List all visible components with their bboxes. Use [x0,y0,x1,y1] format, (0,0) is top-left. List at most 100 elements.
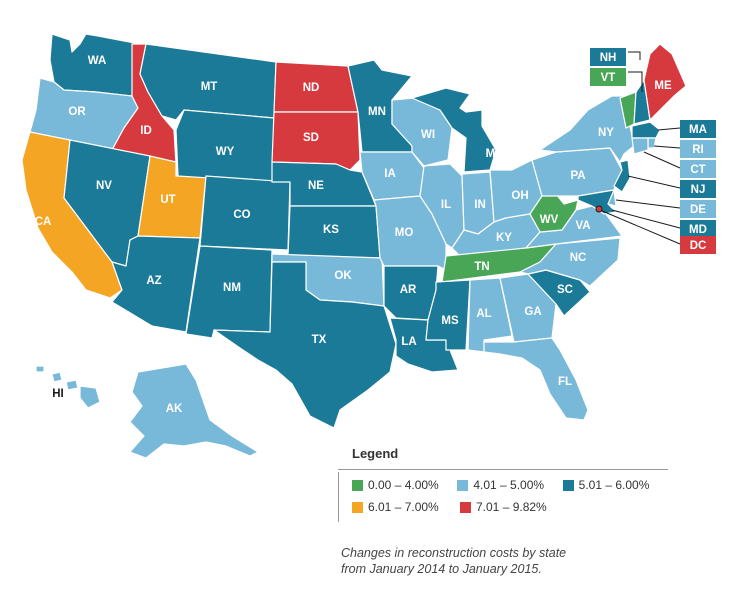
state-NC[interactable] [519,237,621,287]
legend-row-1: 0.00 – 4.00% 4.01 – 5.00% 5.01 – 6.00% [352,478,668,492]
label-IA: IA [384,168,396,180]
state-TX[interactable] [213,261,397,429]
state-MS[interactable] [425,279,471,351]
label-WV: WV [540,214,559,226]
legend-row-2: 6.01 – 7.00% 7.01 – 9.82% [352,500,668,514]
label-TN: TN [474,261,489,273]
legend-swatch [562,479,574,491]
callout-RI[interactable]: RI [680,140,716,158]
label-AR: AR [400,284,417,296]
label-NE: NE [308,180,324,192]
callout-NJ-label: NJ [691,184,706,196]
label-VA: VA [575,220,590,232]
legend-item-bin1: 0.00 – 4.00% [352,478,457,492]
legend-swatch [352,501,363,513]
caption-line-2: from January 2014 to January 2015. [341,562,542,576]
legend-title: Legend [352,446,399,461]
state-AK[interactable] [129,363,259,459]
label-OH: OH [511,190,528,202]
map-caption: Changes in reconstruction costs by state… [341,545,671,577]
caption-line-1: Changes in reconstruction costs by state [341,546,567,560]
label-MS: MS [441,315,459,327]
state-GA[interactable] [499,273,557,343]
label-IL: IL [441,199,451,211]
callout-MA[interactable]: MA [680,120,716,138]
label-MO: MO [395,227,414,239]
label-PA: PA [570,170,585,182]
label-OK: OK [334,270,352,282]
state-MI[interactable] [411,87,497,173]
legend-label: 7.01 – 9.82% [476,500,547,514]
label-AL: AL [476,308,491,320]
state-MD[interactable] [577,189,617,215]
label-FL: FL [558,376,572,388]
legend-item-bin3: 5.01 – 6.00% [562,478,668,492]
callout-CT[interactable]: CT [680,160,716,178]
legend-side-rule [338,472,339,522]
callout-RI-label: RI [692,144,704,156]
label-ID: ID [140,125,152,137]
legend-swatch [352,479,363,491]
state-AZ[interactable] [111,235,201,333]
label-ND: ND [303,82,320,94]
callout-MD-label: MD [689,224,707,236]
legend-swatch [457,479,469,491]
callout-NH-label: NH [600,52,617,64]
state-HI[interactable] [35,365,101,409]
label-KS: KS [323,224,339,236]
label-NM: NM [223,282,241,294]
label-HI: HI [52,388,64,400]
label-WI: WI [421,129,435,141]
legend-item-bin5: 7.01 – 9.82% [460,500,568,514]
label-CA: CA [35,216,52,228]
label-KY: KY [496,232,512,244]
label-NC: NC [570,252,587,264]
label-UT: UT [160,194,175,206]
legend-label: 4.01 – 5.00% [473,478,545,492]
callout-VT[interactable]: VT [590,68,626,86]
label-MI: MI [486,148,499,160]
state-CT[interactable] [631,137,649,155]
legend: Legend 0.00 – 4.00% 4.01 – 5.00% 5.01 – … [338,446,668,522]
callout-VT-label: VT [601,72,616,84]
callout-MA-label: MA [689,124,707,136]
label-ME: ME [654,80,672,92]
callout-DC[interactable]: DC [680,236,716,254]
legend-label: 6.01 – 7.00% [368,500,439,514]
label-SD: SD [303,132,319,144]
callout-NH[interactable]: NH [590,48,626,66]
label-TX: TX [312,334,327,346]
state-FL[interactable] [483,337,589,421]
legend-divider [338,469,668,470]
label-CO: CO [233,209,250,221]
label-AZ: AZ [146,275,161,287]
callout-NJ[interactable]: NJ [680,180,716,198]
label-AK: AK [166,403,183,415]
label-SC: SC [557,284,573,296]
legend-swatch [460,501,471,513]
label-MN: MN [368,106,386,118]
callout-DE[interactable]: DE [680,200,716,218]
callout-DE-label: DE [690,204,706,216]
state-MA[interactable] [631,121,661,139]
legend-label: 5.01 – 6.00% [578,478,650,492]
label-IN: IN [474,199,486,211]
label-LA: LA [401,336,416,348]
label-NV: NV [96,180,112,192]
label-OR: OR [68,106,86,118]
label-WY: WY [216,146,235,158]
callout-MD[interactable]: MD [680,220,716,238]
label-NY: NY [598,127,614,139]
state-NJ[interactable] [613,159,631,193]
legend-item-bin2: 4.01 – 5.00% [457,478,562,492]
legend-label: 0.00 – 4.00% [368,478,439,492]
legend-item-bin4: 6.01 – 7.00% [352,500,460,514]
state-labels: WA OR CA ID NV UT AZ MT WY CO NM ND SD N… [35,55,672,415]
state-ME[interactable] [643,43,687,121]
label-WA: WA [88,55,107,67]
label-GA: GA [524,306,541,318]
callout-CT-label: CT [690,164,705,176]
callout-DC-label: DC [690,240,707,252]
callout-lines [595,51,681,245]
